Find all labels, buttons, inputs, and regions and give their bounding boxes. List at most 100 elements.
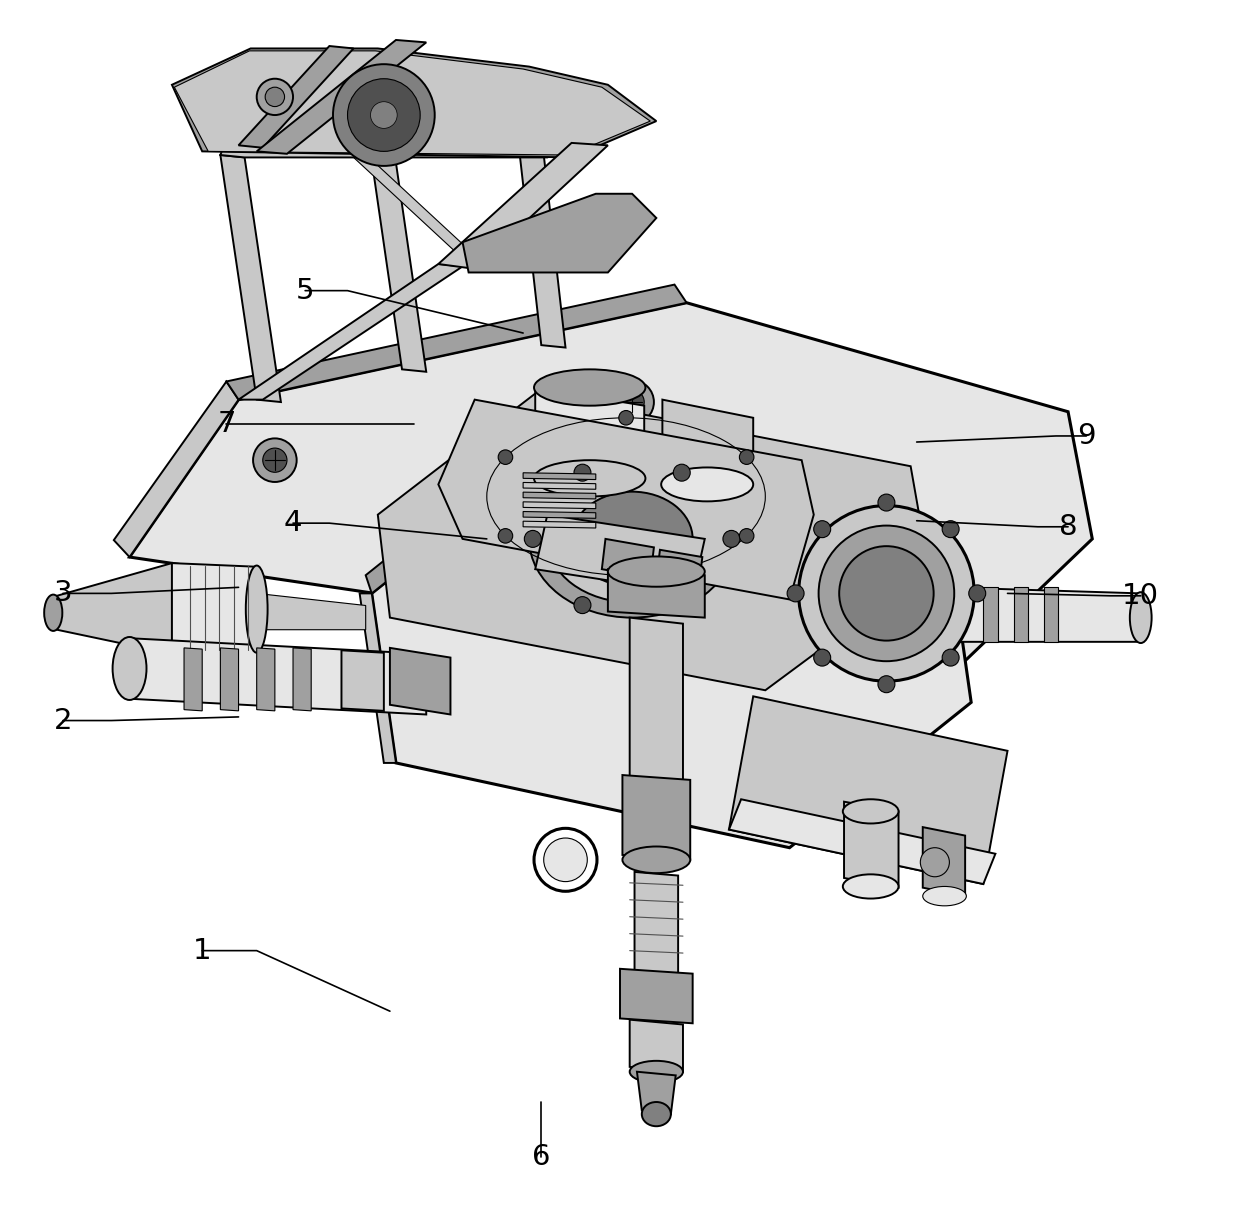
Ellipse shape: [843, 799, 899, 823]
Circle shape: [878, 494, 895, 511]
Ellipse shape: [799, 506, 975, 681]
Text: 9: 9: [1078, 421, 1095, 450]
Circle shape: [347, 79, 420, 151]
Polygon shape: [656, 550, 702, 586]
Polygon shape: [517, 131, 565, 348]
Polygon shape: [221, 155, 281, 402]
Polygon shape: [360, 593, 396, 763]
Circle shape: [739, 450, 754, 465]
Circle shape: [787, 585, 804, 602]
Polygon shape: [630, 618, 683, 860]
Circle shape: [257, 79, 293, 115]
Polygon shape: [729, 799, 996, 884]
Polygon shape: [114, 381, 238, 557]
Polygon shape: [1044, 587, 1059, 642]
Polygon shape: [439, 400, 813, 599]
Polygon shape: [729, 696, 1008, 884]
Ellipse shape: [843, 874, 899, 899]
Circle shape: [878, 676, 895, 693]
Polygon shape: [366, 119, 427, 372]
Ellipse shape: [529, 460, 735, 618]
Ellipse shape: [543, 838, 588, 882]
Polygon shape: [175, 51, 650, 155]
Text: 3: 3: [53, 579, 72, 608]
Circle shape: [574, 597, 591, 614]
Polygon shape: [353, 157, 487, 266]
Polygon shape: [389, 648, 450, 714]
Polygon shape: [523, 521, 595, 528]
Ellipse shape: [534, 460, 646, 497]
Polygon shape: [844, 802, 899, 888]
Polygon shape: [637, 1072, 676, 1114]
Circle shape: [253, 438, 296, 482]
Polygon shape: [172, 48, 656, 157]
Circle shape: [813, 649, 831, 666]
Text: 7: 7: [217, 409, 236, 438]
Polygon shape: [172, 563, 257, 654]
Ellipse shape: [246, 566, 268, 653]
Polygon shape: [947, 587, 1141, 642]
Polygon shape: [227, 285, 687, 400]
Circle shape: [813, 521, 831, 538]
Polygon shape: [608, 569, 704, 618]
Circle shape: [525, 530, 542, 547]
Polygon shape: [293, 648, 311, 711]
Polygon shape: [372, 448, 971, 848]
Polygon shape: [463, 194, 656, 272]
Circle shape: [619, 411, 634, 425]
Circle shape: [498, 528, 512, 543]
Polygon shape: [439, 143, 608, 269]
Text: 4: 4: [284, 509, 303, 538]
Ellipse shape: [622, 846, 691, 873]
Circle shape: [968, 585, 986, 602]
Ellipse shape: [923, 886, 966, 906]
Polygon shape: [57, 563, 172, 654]
Polygon shape: [983, 587, 998, 642]
Polygon shape: [620, 969, 693, 1023]
Ellipse shape: [630, 1061, 683, 1083]
Circle shape: [610, 380, 653, 424]
Ellipse shape: [534, 369, 646, 406]
Circle shape: [334, 64, 435, 166]
Polygon shape: [523, 511, 595, 518]
Polygon shape: [341, 650, 384, 711]
Polygon shape: [378, 394, 929, 690]
Polygon shape: [366, 430, 553, 593]
Polygon shape: [257, 40, 427, 154]
Polygon shape: [536, 515, 704, 593]
Polygon shape: [923, 827, 965, 896]
Polygon shape: [221, 131, 559, 157]
Text: 1: 1: [193, 936, 212, 965]
Circle shape: [673, 464, 691, 481]
Text: 5: 5: [296, 276, 315, 305]
Ellipse shape: [818, 526, 955, 661]
Polygon shape: [523, 482, 595, 489]
Ellipse shape: [839, 546, 934, 641]
Circle shape: [498, 450, 512, 465]
Polygon shape: [523, 492, 595, 499]
Ellipse shape: [113, 637, 146, 700]
Polygon shape: [523, 472, 595, 480]
Polygon shape: [601, 539, 653, 578]
Ellipse shape: [371, 102, 397, 128]
Ellipse shape: [572, 492, 693, 586]
Circle shape: [574, 464, 591, 481]
Text: 10: 10: [1122, 581, 1159, 610]
Circle shape: [723, 530, 740, 547]
Polygon shape: [238, 264, 463, 400]
Polygon shape: [1013, 587, 1028, 642]
Ellipse shape: [608, 557, 704, 587]
Polygon shape: [238, 46, 353, 148]
Text: 2: 2: [53, 706, 72, 735]
Circle shape: [739, 529, 754, 544]
Text: 6: 6: [532, 1142, 551, 1171]
Polygon shape: [221, 648, 238, 711]
Circle shape: [942, 521, 959, 538]
Polygon shape: [523, 501, 595, 509]
Polygon shape: [129, 638, 427, 714]
Text: 8: 8: [1059, 512, 1078, 541]
Polygon shape: [536, 388, 645, 478]
Ellipse shape: [642, 1102, 671, 1126]
Polygon shape: [257, 648, 275, 711]
Polygon shape: [622, 775, 691, 860]
